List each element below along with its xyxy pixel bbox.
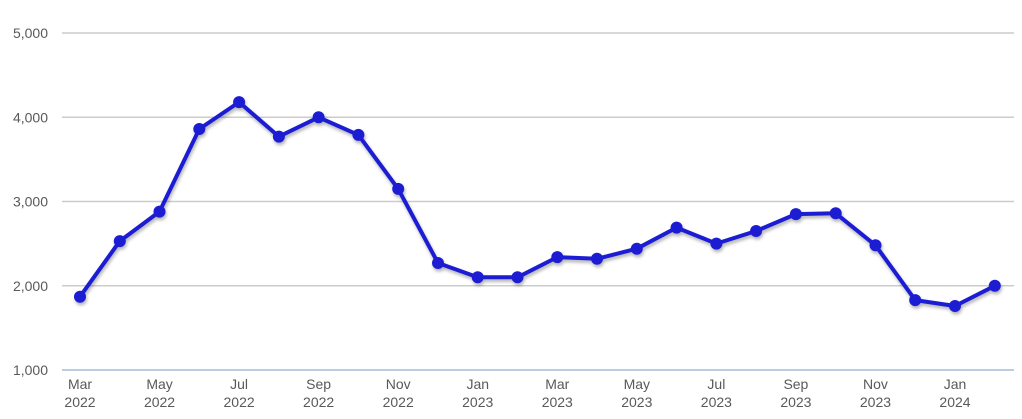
x-tick-year-label: 2022 bbox=[383, 394, 414, 410]
x-tick-month-label: Nov bbox=[863, 376, 888, 392]
y-axis-labels: 1,000 2,000 3,000 4,000 5,000 bbox=[13, 25, 48, 378]
x-tick-year-label: 2023 bbox=[860, 394, 891, 410]
data-point[interactable] bbox=[551, 251, 564, 264]
data-point[interactable] bbox=[471, 271, 484, 284]
data-point[interactable] bbox=[74, 290, 86, 303]
data-point[interactable] bbox=[392, 182, 405, 195]
data-point[interactable] bbox=[113, 235, 126, 248]
x-tick-month-label: Mar bbox=[68, 376, 92, 392]
x-tick-month-label: Jan bbox=[466, 376, 489, 392]
x-tick-month-label: Mar bbox=[545, 376, 569, 392]
y-tick-label: 1,000 bbox=[13, 362, 48, 378]
data-point[interactable] bbox=[988, 279, 1001, 292]
x-tick-year-label: 2023 bbox=[462, 394, 493, 410]
x-tick-month-label: May bbox=[624, 376, 650, 392]
x-tick-year-label: 2022 bbox=[224, 394, 255, 410]
x-tick-year-label: 2023 bbox=[542, 394, 573, 410]
x-tick-year-label: 2022 bbox=[303, 394, 334, 410]
x-tick-month-label: May bbox=[146, 376, 172, 392]
y-tick-label: 4,000 bbox=[13, 109, 48, 125]
x-tick-year-label: 2022 bbox=[144, 394, 175, 410]
data-point[interactable] bbox=[591, 252, 603, 265]
data-point[interactable] bbox=[630, 242, 643, 255]
x-tick-year-label: 2023 bbox=[780, 394, 811, 410]
data-point[interactable] bbox=[233, 96, 246, 109]
x-tick-month-label: Jul bbox=[230, 376, 248, 392]
data-point[interactable] bbox=[909, 294, 922, 307]
series-line bbox=[78, 100, 997, 308]
x-tick-month-label: Sep bbox=[306, 376, 331, 392]
data-point[interactable] bbox=[869, 239, 882, 252]
x-axis-labels: Mar 2022 May 2022 Jul 2022 Sep 2022 Nov 2022 Jan 20… bbox=[64, 376, 970, 410]
data-point[interactable] bbox=[829, 207, 842, 220]
data-point[interactable] bbox=[272, 130, 285, 143]
y-tick-label: 3,000 bbox=[13, 194, 48, 210]
x-tick-year-label: 2022 bbox=[64, 394, 95, 410]
data-point[interactable] bbox=[193, 123, 206, 135]
x-tick-month-label: Jul bbox=[707, 376, 725, 392]
data-point[interactable] bbox=[789, 208, 802, 221]
data-point[interactable] bbox=[352, 128, 365, 141]
data-point[interactable] bbox=[153, 205, 166, 218]
data-point[interactable] bbox=[710, 237, 723, 250]
y-tick-label: 5,000 bbox=[13, 25, 48, 41]
x-tick-year-label: 2023 bbox=[701, 394, 732, 410]
y-tick-label: 2,000 bbox=[13, 278, 48, 294]
data-point[interactable] bbox=[750, 225, 763, 237]
data-point[interactable] bbox=[432, 257, 444, 269]
data-point[interactable] bbox=[949, 300, 961, 312]
data-series bbox=[74, 96, 1001, 312]
x-tick-month-label: Jan bbox=[944, 376, 967, 392]
x-tick-month-label: Nov bbox=[386, 376, 411, 392]
data-point[interactable] bbox=[312, 111, 325, 124]
data-point[interactable] bbox=[670, 221, 683, 234]
x-tick-year-label: 2024 bbox=[939, 394, 970, 410]
x-tick-month-label: Sep bbox=[783, 376, 808, 392]
gridlines bbox=[62, 32, 1014, 371]
x-tick-year-label: 2023 bbox=[621, 394, 652, 410]
data-point[interactable] bbox=[511, 271, 524, 284]
